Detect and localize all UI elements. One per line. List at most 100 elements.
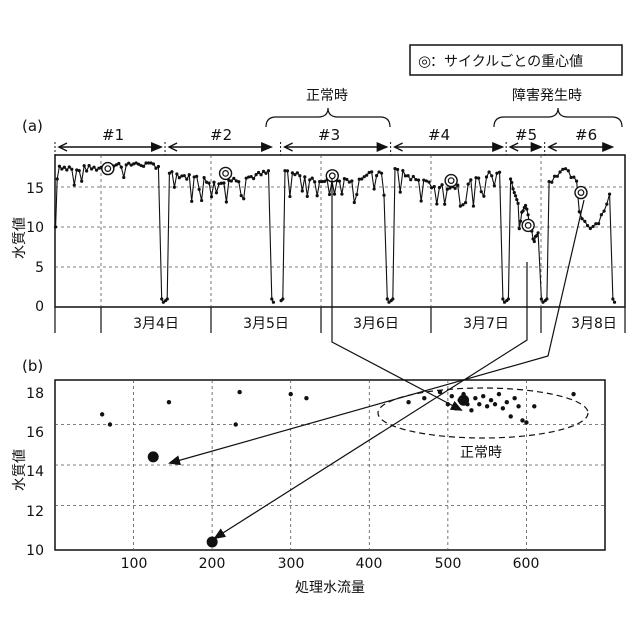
series-point	[401, 169, 404, 172]
scatter-point	[100, 412, 104, 416]
series-point	[122, 176, 125, 179]
series-point	[65, 168, 68, 171]
series-point	[288, 195, 291, 198]
series-point	[409, 178, 412, 181]
x-tick-300: 300	[278, 556, 305, 572]
cycle-label-6: #6	[575, 126, 597, 144]
series-point	[272, 301, 275, 304]
fault-annotation-top: 障害発生時	[512, 88, 582, 104]
series-point	[597, 222, 600, 225]
series-point	[558, 170, 561, 173]
scatter-point	[473, 396, 477, 400]
x-tick-600: 600	[513, 556, 540, 572]
series-point	[63, 166, 66, 169]
date-axis: 3月4日 3月5日 3月6日 3月7日 3月8日	[55, 307, 625, 333]
series-point	[250, 175, 253, 178]
series-point	[328, 193, 331, 196]
fault-brace	[494, 108, 622, 127]
series-point	[353, 201, 356, 204]
series-point	[188, 173, 191, 176]
series-point	[270, 297, 273, 300]
series-point	[338, 180, 341, 183]
y-tick-a-10: 10	[26, 220, 44, 236]
panel-a-label: (a)	[22, 117, 43, 135]
series-point	[490, 174, 493, 177]
series-point	[507, 297, 510, 300]
series-point	[252, 177, 255, 180]
scatter-point	[289, 392, 293, 396]
series-point	[160, 297, 163, 300]
series-point	[510, 181, 513, 184]
series-point	[575, 180, 578, 183]
series-point	[515, 198, 518, 201]
series-point	[198, 188, 201, 191]
series-point	[185, 178, 188, 181]
scatter-point	[422, 396, 426, 400]
series-point	[461, 203, 464, 206]
scatter-point	[469, 408, 473, 412]
x-tick-100: 100	[121, 556, 148, 572]
series-point	[207, 181, 210, 184]
series-point	[92, 166, 95, 169]
y-tick-b-14: 14	[26, 464, 44, 480]
cycle-label-5: #5	[515, 126, 537, 144]
series-point	[391, 297, 394, 300]
cycle-label-3: #3	[318, 126, 340, 144]
series-point	[166, 297, 169, 300]
series-point	[493, 184, 496, 187]
x-tick-200: 200	[199, 556, 226, 572]
series-point	[365, 174, 368, 177]
normal-annotation-bottom: 正常時	[460, 445, 502, 461]
series-point	[594, 222, 597, 225]
series-point	[380, 172, 383, 175]
x-tick-400: 400	[356, 556, 383, 572]
series-point	[120, 166, 123, 169]
series-point	[382, 194, 385, 197]
series-point	[469, 178, 472, 181]
series-point	[435, 202, 438, 205]
scatter-point	[406, 400, 410, 404]
series-point	[524, 204, 527, 207]
series-point	[519, 220, 522, 223]
series-point	[556, 175, 559, 178]
centroid-marker-2	[220, 167, 232, 179]
series-point	[550, 181, 553, 184]
series-point	[355, 193, 358, 196]
series-point	[513, 191, 516, 194]
scatter-point	[167, 400, 171, 404]
series-point	[477, 177, 480, 180]
series-point	[536, 231, 539, 234]
series-point	[190, 200, 193, 203]
series-point	[316, 194, 319, 197]
series-point	[142, 165, 145, 168]
series-point	[533, 240, 536, 243]
x-axis-label-b: 処理水流量	[295, 580, 365, 596]
scatter-point	[481, 394, 485, 398]
series-point	[175, 172, 178, 175]
series-point	[240, 194, 243, 197]
scatter-point	[509, 414, 513, 418]
date-label-1: 3月5日	[243, 316, 289, 332]
series-point	[427, 180, 430, 183]
x-tick-500: 500	[435, 556, 462, 572]
panel-b: (b) 水質値 処理水流量 100 200 300 400 500 600 10…	[12, 357, 605, 596]
scatter-centroid-1	[458, 395, 469, 406]
series-point	[298, 174, 301, 177]
series-point	[488, 170, 491, 173]
series-point	[375, 174, 378, 177]
series-point	[433, 185, 436, 188]
normal-brace	[266, 108, 390, 127]
series-point	[591, 225, 594, 228]
series-point	[613, 301, 616, 304]
series-point	[58, 165, 61, 168]
series-point	[340, 193, 343, 196]
panel-b-label: (b)	[22, 357, 43, 375]
series-point	[195, 175, 198, 178]
series-point	[225, 200, 228, 203]
series-point	[54, 225, 57, 228]
series-point	[467, 182, 470, 185]
series-point	[480, 190, 483, 193]
series-point	[580, 217, 583, 220]
series-point	[440, 183, 443, 186]
